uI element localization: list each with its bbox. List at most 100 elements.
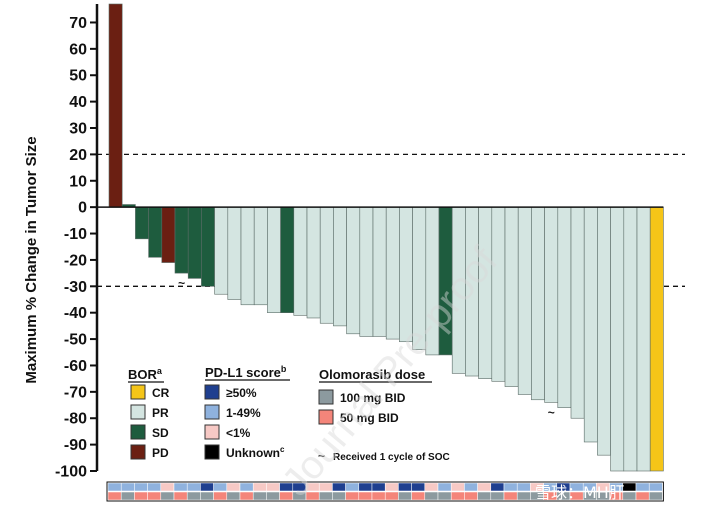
dose-cell (490, 491, 505, 501)
bar (108, 3, 123, 208)
dose-cell (213, 491, 228, 501)
bar (306, 206, 321, 319)
y-tick-label: -80 (64, 411, 87, 428)
y-tick-label: 20 (69, 147, 87, 164)
dose-cell (477, 491, 492, 501)
legend-swatch (130, 404, 146, 420)
pdl1-cell (371, 482, 386, 492)
y-tick-label: 60 (69, 41, 87, 58)
watermark-brand: 雪球：MH肝 (535, 483, 625, 502)
legend-swatch (204, 404, 220, 420)
pdl1-cell (200, 482, 214, 492)
legend-swatch (130, 424, 146, 440)
track-frame (106, 481, 664, 502)
bar (319, 206, 334, 324)
soc-symbol: ~ (318, 449, 325, 463)
legend-label: Unknownc (226, 445, 285, 460)
pdl1-cell (411, 482, 426, 492)
pdl1-cell (252, 482, 267, 492)
legend-swatch (204, 444, 220, 460)
legend-swatch (204, 384, 220, 400)
y-tick-label: -50 (64, 332, 87, 349)
pdl1-cell (384, 482, 399, 492)
dose-cell (266, 491, 280, 501)
bars: ~~ (97, 3, 664, 472)
legend-label: PD (152, 446, 169, 460)
bar (161, 206, 176, 263)
pdl1-cell (398, 482, 412, 492)
dose-cell (411, 491, 426, 501)
bar (267, 206, 281, 313)
y-tick-label: -30 (64, 279, 87, 296)
y-tick-label: 10 (69, 173, 87, 190)
pdl1-cell (477, 482, 492, 492)
dose-cell (516, 491, 531, 501)
soc-marker: ~ (548, 405, 555, 419)
dose-cell (635, 491, 650, 501)
pdl1-cell (464, 482, 478, 492)
legend-pdl1-items: ≥50% 1-49% <1% Unknownc (204, 384, 285, 460)
legend-pdl1-title: PD-L1 scoreb (205, 364, 287, 380)
pdl1-cell (160, 482, 175, 492)
dose-cell (134, 491, 148, 501)
soc-marker: ~ (178, 276, 185, 290)
dose-cell (345, 491, 360, 501)
bar (531, 206, 545, 401)
legend-bor-items: CR PR SD PD (130, 384, 170, 460)
y-tick-label: 30 (69, 121, 87, 138)
bar (148, 206, 163, 258)
pdl1-cell (134, 482, 148, 492)
pdl1-cell (345, 482, 360, 492)
pdl1-cell (648, 482, 663, 492)
bar (491, 206, 506, 382)
y-tick-label: -20 (64, 252, 87, 269)
y-tick-label: 0 (78, 200, 87, 217)
dose-cell (173, 491, 188, 501)
y-tick-label: 50 (69, 68, 87, 85)
bar (201, 206, 215, 287)
dose-cell (279, 491, 294, 501)
bar (135, 206, 149, 240)
bar (504, 206, 519, 387)
pdl1-cell (147, 482, 162, 492)
dose-cell (648, 491, 663, 501)
bar (623, 206, 638, 472)
bar (346, 206, 361, 335)
pdl1-cell (239, 482, 254, 492)
legend-dose-items: 100 mg BID 50 mg BID (318, 389, 406, 425)
legend-swatch (130, 384, 146, 400)
bar (187, 206, 202, 279)
pdl1-cell (186, 482, 201, 492)
legend-bor-title: BORa (128, 366, 163, 382)
legend-label: ≥50% (226, 386, 257, 400)
legend-pdl1: PD-L1 scoreb ≥50% 1-49% <1% Unknownc (204, 364, 290, 460)
dose-cell (252, 491, 267, 501)
dose-cell (437, 491, 452, 501)
pdl1-cell (226, 482, 241, 492)
dose-cell (160, 491, 175, 501)
dose-cell (450, 491, 465, 501)
bar (610, 206, 625, 472)
bar (280, 206, 295, 313)
legend-dose: Olomorasib dose 100 mg BID 50 mg BID (318, 367, 432, 425)
dose-cell (424, 491, 439, 501)
legend-dose-title: Olomorasib dose (319, 367, 425, 382)
dose-cell (398, 491, 412, 501)
y-tick-label: -90 (64, 437, 87, 454)
dose-cell (200, 491, 214, 501)
y-tick-label: -10 (64, 226, 87, 243)
legend-label: CR (152, 386, 170, 400)
soc-note-text: Received 1 cycle of SOC (333, 452, 450, 463)
dose-cell (120, 491, 135, 501)
bar (597, 206, 611, 456)
y-tick-label: -100 (55, 464, 87, 481)
pdl1-cell (516, 482, 531, 492)
dose-cell (384, 491, 399, 501)
y-tick-label: 40 (69, 94, 87, 111)
bar (359, 206, 374, 337)
bar (333, 206, 347, 327)
pdl1-cell (213, 482, 228, 492)
bar (214, 206, 229, 295)
pdl1-cell (503, 482, 518, 492)
